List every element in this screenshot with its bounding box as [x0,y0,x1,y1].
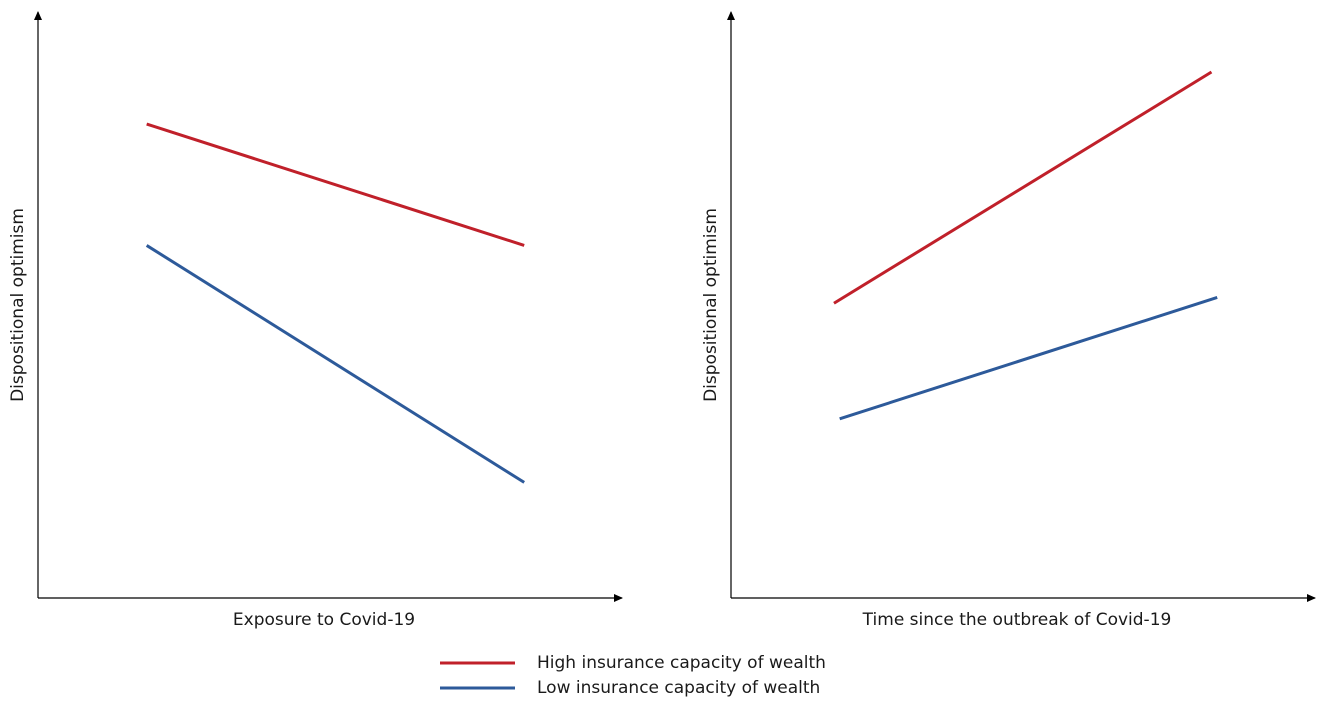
line-series [833,70,1213,305]
y-axis-label: Dispositional optimism [8,208,28,402]
legend-label: High insurance capacity of wealth [537,653,826,673]
line-series [145,244,525,484]
line-series [839,296,1218,421]
legend-label: Low insurance capacity of wealth [537,678,820,698]
x-axis-label: Exposure to Covid-19 [233,610,415,630]
line-series [146,122,525,247]
y-axis-label: Dispositional optimism [701,208,721,402]
x-axis-label: Time since the outbreak of Covid-19 [862,610,1172,630]
